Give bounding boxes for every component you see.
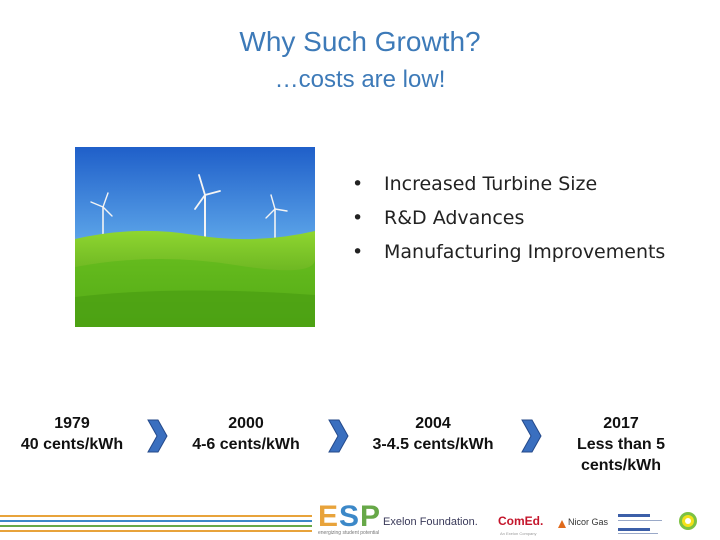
timeline-item-1979: 1979 40 cents/kWh [4,413,140,455]
list-item: • R&D Advances [352,204,665,238]
timeline-cost: 3-4.5 cents/kWh [372,436,494,453]
nicor-gas-logo: Nicor Gas [568,517,609,527]
partner-logo-block [618,514,662,534]
timeline-cost: Less than 5 [576,436,666,453]
list-item: • Increased Turbine Size [352,170,665,204]
bullet-dot-icon: • [352,241,364,263]
bullet-dot-icon: • [352,207,364,229]
timeline-item-2017: 2017 Less than 5 cents/kWh [556,413,686,476]
wind-turbine-photo [75,147,315,327]
timeline-cost: 4-6 cents/kWh [192,436,300,453]
esp-logo: ESP [318,500,382,533]
list-item: • Manufacturing Improvements [352,238,665,272]
timeline-year: 1979 [54,415,90,432]
timeline-cost: cents/kWh [580,457,661,474]
timeline-year: 2000 [228,415,264,432]
esp-tagline: energizing student potential [318,530,380,536]
chevron-right-icon [328,419,349,453]
timeline-item-2004: 2004 3-4.5 cents/kWh [358,413,508,455]
bullet-dot-icon: • [352,173,364,195]
timeline-year: 2004 [415,415,451,432]
bp-helios-logo [679,512,697,530]
slide-subtitle: …costs are low! [274,66,446,93]
comed-logo: ComEd. [498,514,544,528]
timeline-year: 2017 [603,415,639,432]
footer-stripes [0,515,312,532]
timeline-cost: 40 cents/kWh [20,436,124,453]
exelon-foundation-logo: Exelon Foundation. [383,516,478,528]
bullet-list: • Increased Turbine Size • R&D Advances • M… [352,170,665,272]
chevron-right-icon [521,419,542,453]
chevron-right-icon [147,419,168,453]
nicor-flame-icon [558,520,566,528]
comed-tagline: An Exelon Company [500,531,537,536]
timeline-item-2000: 2000 4-6 cents/kWh [176,413,316,455]
slide-title: Why Such Growth? [239,26,481,57]
